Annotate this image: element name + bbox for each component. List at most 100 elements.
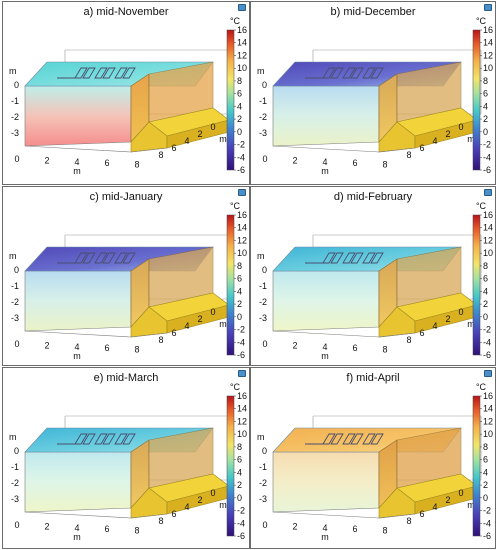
z-axis-label: m [9,432,17,442]
colorbar-tick-label: 14 [483,38,493,48]
model-view: m0-1-2-30 2 4 6 8m02468m°C1614121086420-2-4-… [257,201,493,361]
comsol-logo-icon [238,189,246,196]
pipe-loop [74,252,88,264]
frame-line [378,332,416,338]
colorbar [472,395,481,537]
x-tick-label: 0 [14,154,19,164]
model-view: m0-1-2-30 2 4 6 8m02468m°C1614121086420-2-4-… [257,16,493,176]
colorbar-tick-label: 6 [237,89,242,99]
x-tick-label: 0 [14,520,19,530]
panel-title: e) mid-March [93,372,159,384]
x-tick-label: 8 [382,160,387,170]
z-tick-label: -3 [259,313,267,323]
colorbar-tick-label: 16 [483,391,493,401]
colorbar-tick-label: -4 [237,518,245,528]
y-tick-label: 0 [458,122,463,132]
x-tick-label: 2 [44,155,49,165]
colorbar-unit: °C [230,16,241,26]
colorbar-tick-label: 10 [483,429,493,439]
y-axis-label: m [467,134,475,144]
x-tick-label: 6 [104,524,109,534]
ground-heat-exchanger-pipe [57,252,136,264]
y-axis-label: m [219,134,227,144]
colorbar-tick-label: -6 [483,165,491,175]
x-axis-label: m [73,532,81,542]
colorbar-tick-label: -6 [483,350,491,360]
colorbar-tick-label: 10 [483,63,493,73]
colorbar-tick-label: -2 [237,325,245,335]
model-view: m0-1-2-30 2 4 6 8m02468m°C1614121086420-2-4-… [9,382,247,542]
colorbar-tick-label: 4 [237,467,242,477]
x-axis-label: m [321,532,329,542]
pipe-loop [82,433,96,445]
z-tick-label: -1 [259,281,267,291]
z-tick-label: 0 [262,80,267,90]
panel-title: d) mid-February [333,191,413,203]
frame-line [272,330,380,338]
colorbar-tick-label: 6 [483,274,488,284]
colorbar-tick-label: 14 [483,404,493,414]
pipe-loop [350,67,364,79]
colorbar-tick-label: 2 [237,480,242,490]
x-axis-label: m [321,166,329,176]
y-tick-label: 6 [419,328,424,338]
pipe-loop [102,67,116,79]
x-axis-label: m [321,351,329,361]
z-tick-label: -2 [11,297,19,307]
z-tick-label: -2 [11,112,19,122]
colorbar-tick-label: 16 [483,25,493,35]
colorbar-tick-label: 8 [237,76,242,86]
colorbar-tick-label: 2 [483,299,488,309]
colorbar-tick-label: 0 [483,312,488,322]
soil-front-face [24,451,132,513]
x-tick-label: 2 [44,340,49,350]
y-tick-label: 6 [171,509,176,519]
model-view: m0-1-2-30 2 4 6 8m02468m°C1614121086420-2-4-… [257,382,493,542]
frame-line [378,147,416,153]
pipe-loop [94,67,108,79]
colorbar [472,214,481,356]
z-tick-label: -2 [11,478,19,488]
colorbar-tick-label: 16 [483,210,493,220]
pipe-loop [342,67,356,79]
x-tick-label: 4 [74,342,79,352]
colorbar [226,395,235,537]
pipe-loop [82,252,96,264]
x-tick-label: 0 [262,154,267,164]
soil-front-face [24,85,132,147]
x-tick-label: 4 [74,523,79,533]
comsol-logo-icon [238,370,246,377]
pipe-loop [94,252,108,264]
pipe-loop [362,252,376,264]
z-axis-label: m [257,66,265,76]
y-tick-label: 4 [432,321,437,331]
x-tick-label: 8 [134,160,139,170]
x-tick-label: 4 [322,523,327,533]
pipe-loop [114,67,128,79]
colorbar-tick-label: 14 [237,404,247,414]
x-tick-label: 0 [262,339,267,349]
y-tick-label: 2 [445,129,450,139]
model-view: m0-1-2-30 2 4 6 8m02468m°C1614121086420-2-4-… [9,201,247,361]
y-tick-label: 0 [210,307,215,317]
colorbar-unit: °C [476,382,487,392]
frame-line [130,332,168,338]
y-axis-label: m [219,319,227,329]
panel-title: f) mid-April [346,372,400,384]
pipe-loop [330,252,344,264]
pipe-loop [114,433,128,445]
x-tick-label: 8 [382,345,387,355]
x-tick-label: 4 [322,342,327,352]
colorbar [226,29,235,171]
z-axis-label: m [257,251,265,261]
model-view: m0-1-2-30 2 4 6 8m02468m°C1614121086420-2-4-… [9,16,247,176]
ground-heat-exchanger-pipe [305,433,384,445]
comsol-logo-icon [484,370,492,377]
pipe-loop [122,67,136,79]
z-axis-label: m [9,66,17,76]
colorbar-tick-label: 12 [237,416,247,426]
z-tick-label: -1 [11,462,19,472]
colorbar-tick-label: 4 [483,101,488,111]
panel-e: e) mid-March m 0 -1 -2 -3 0 2 4 6 8 m 0 2 4 6 8 m °C 16 14 12… [2,367,250,549]
pipe-loop [322,433,336,445]
